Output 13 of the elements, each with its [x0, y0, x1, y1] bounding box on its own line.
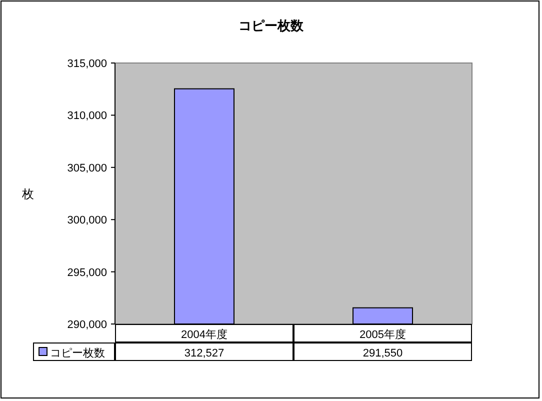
data-label: 312,527: [184, 348, 224, 360]
y-tick-label: 315,000: [67, 58, 107, 70]
y-tick-label: 300,000: [67, 214, 107, 227]
data-label: 291,550: [362, 348, 403, 360]
y-tick-label: 295,000: [67, 266, 107, 279]
y-axis-title: 枚: [21, 187, 34, 201]
y-tick-label: 290,000: [67, 319, 107, 331]
y-tick-label: 310,000: [67, 110, 107, 122]
legend-label: コピー枚数: [50, 348, 105, 360]
chart-title: コピー枚数: [238, 18, 304, 33]
y-tick-label: 305,000: [67, 162, 107, 174]
x-tick-label: 2005年度: [360, 328, 406, 341]
x-tick-label: 2004年度: [181, 328, 228, 341]
